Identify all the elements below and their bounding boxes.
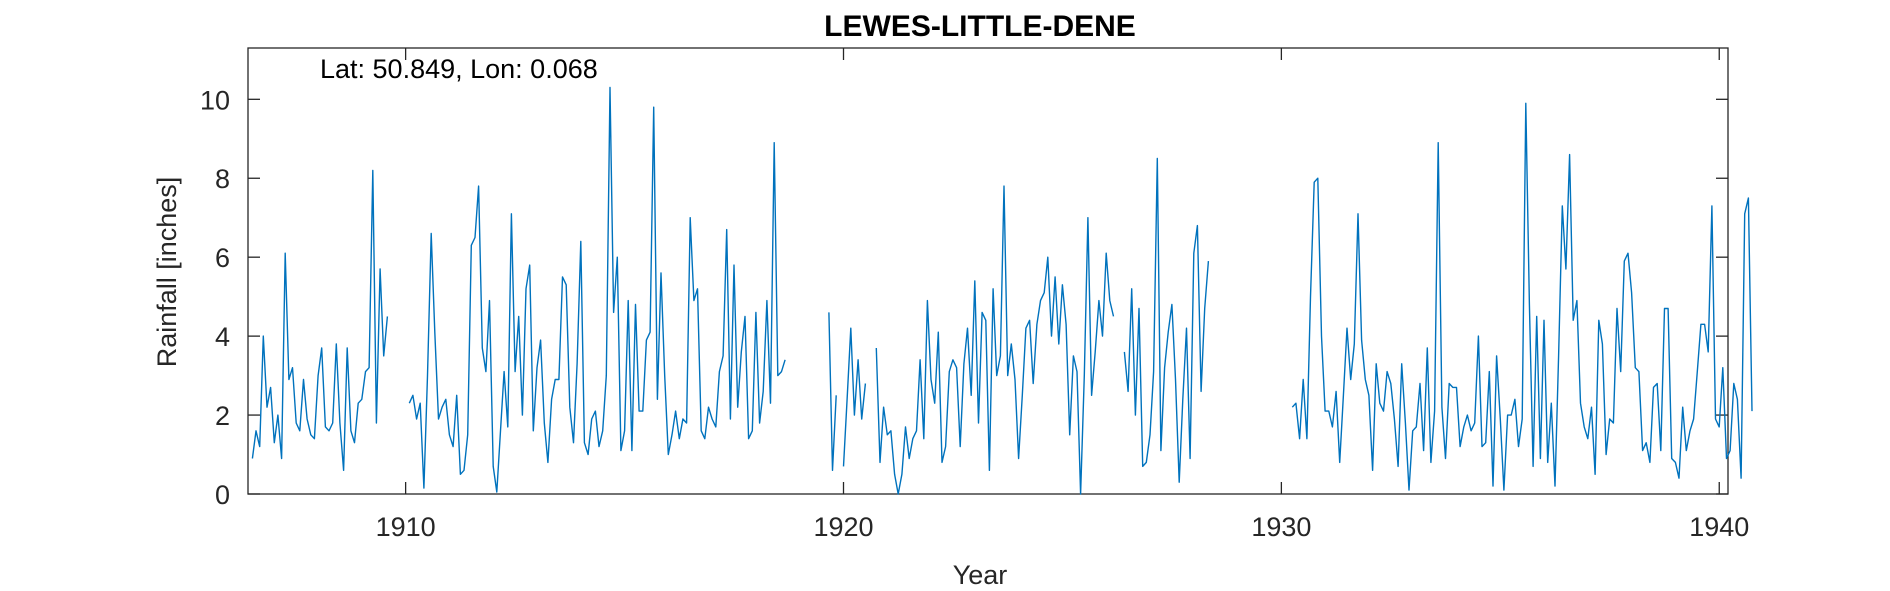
y-tick-label: 6 [215, 243, 230, 273]
series-line-segment [251, 169, 389, 471]
y-axis-label: Rainfall [inches] [152, 177, 182, 368]
y-tick-label: 10 [200, 85, 230, 115]
x-axis-label: Year [953, 560, 1008, 590]
series-line-segment [828, 312, 837, 471]
series-layer [251, 86, 1753, 495]
series-line-segment [1123, 157, 1210, 483]
x-tick-label: 1930 [1251, 512, 1311, 542]
y-tick-label: 4 [215, 322, 230, 352]
y-tick-label: 0 [215, 480, 230, 510]
x-tick-label: 1940 [1689, 512, 1749, 542]
plot-box [247, 47, 1729, 495]
series-line-segment [408, 86, 786, 493]
series-line-segment [1291, 102, 1753, 491]
axis-ticks: 1910 1920 1930 1940 0 2 4 6 8 10 [200, 48, 1749, 542]
series-line-segment [875, 185, 1115, 495]
x-tick-label: 1920 [813, 512, 873, 542]
y-tick-label: 8 [215, 164, 230, 194]
x-tick-label: 1910 [376, 512, 436, 542]
location-annotation: Lat: 50.849, Lon: 0.068 [320, 54, 598, 84]
series-line-segment [842, 327, 867, 467]
y-tick-label: 2 [215, 401, 230, 431]
chart-title: LEWES-LITTLE-DENE [824, 10, 1136, 43]
plot-frame [247, 47, 1729, 495]
